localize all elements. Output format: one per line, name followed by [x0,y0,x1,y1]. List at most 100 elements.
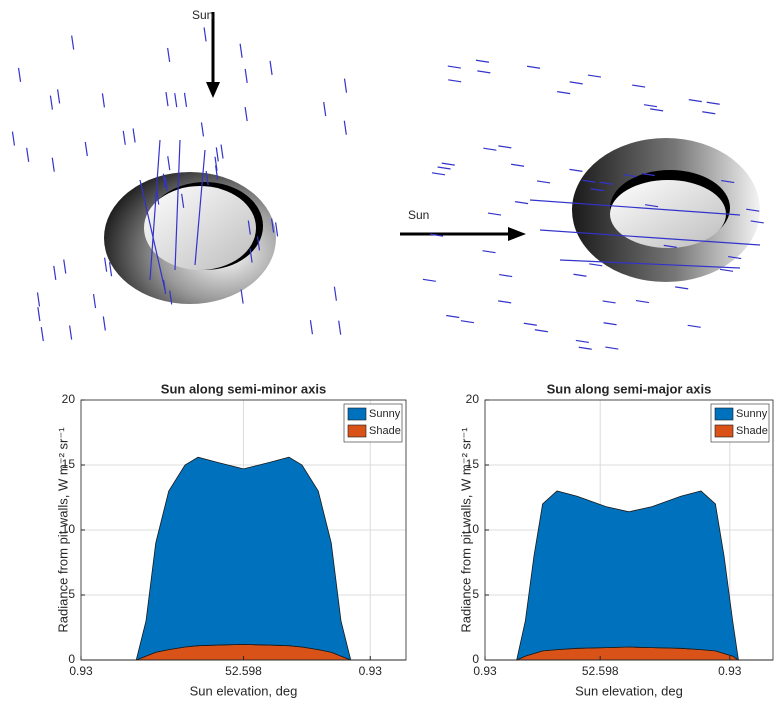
y-tick-label: 5 [472,587,479,601]
ray [514,201,529,205]
chart-title: Sun along semi-minor axis [161,381,326,396]
ray [36,292,41,307]
ray [675,286,689,290]
x-tick-label: 0.93 [718,664,742,678]
y-tick-label: 20 [62,392,76,406]
ray [84,141,88,157]
ray [194,149,206,266]
y-tick-label: 20 [466,392,480,406]
ray [156,190,160,205]
arrow-head [206,82,220,98]
ray [569,168,583,172]
ray [53,265,57,280]
ray [37,307,41,322]
x-tick-label: 0.93 [359,664,383,678]
ray [590,188,604,192]
x-tick-label: 0.93 [69,664,93,678]
legend-swatch [347,407,367,421]
ray [721,179,735,184]
ray [635,299,650,304]
y-tick-label: 10 [466,522,480,536]
ray [589,263,603,267]
legend-label: Sunny [736,408,768,420]
ray [167,47,171,63]
ray [51,157,55,172]
ray [750,220,764,224]
ray [446,314,460,319]
ray [460,320,474,324]
ray [256,236,261,251]
ray [498,145,512,149]
x-tick-label: 52.598 [225,664,262,678]
ray [200,122,205,137]
ray [269,60,273,75]
ray [728,256,742,260]
ray [63,259,67,274]
ray [309,320,314,335]
ray [69,325,73,340]
ray [719,268,734,272]
legend-label: Sunny [369,408,401,420]
ray [605,346,619,350]
ray [183,92,188,107]
ray [343,78,348,93]
ray [40,326,44,342]
ray [511,163,525,167]
ray [122,130,126,145]
ray [247,220,251,235]
ray [599,181,613,185]
chart-title: Sun along semi-major axis [547,381,712,396]
ray [602,300,616,304]
ray [498,300,512,304]
ray [578,346,592,350]
y-tick-label: 10 [62,522,76,536]
y-axis-label: Radiance from pit walls, W m⁻² sr⁻¹ [55,427,70,633]
x-tick-label: 0.93 [473,664,497,678]
ray [688,99,702,103]
ray [539,229,761,246]
ray [240,289,244,304]
ray [643,104,658,108]
ray [338,320,342,335]
ray [422,278,436,282]
y-tick-label: 15 [466,457,480,471]
ray [632,84,646,88]
ray [559,259,741,269]
y-axis-label: Radiance from pit walls, W m⁻² sr⁻¹ [458,427,473,633]
ray [92,293,97,309]
ray [431,172,446,176]
ray [529,199,741,216]
ray [641,172,655,177]
ray [239,43,243,58]
ray [603,322,617,326]
ray [487,212,502,216]
ray [169,290,173,305]
ray [475,59,490,63]
ray [102,316,106,331]
ray [706,101,720,105]
ray [167,156,171,171]
ray [429,233,444,237]
area [485,490,773,661]
ray [687,324,701,328]
legend-label: Shade [736,425,768,437]
ray [499,273,513,278]
ray [101,93,106,108]
ray [746,208,760,212]
ray [244,68,248,84]
area [81,456,406,661]
ray [215,165,219,180]
ray [333,286,337,301]
ray [482,250,496,254]
ray [220,144,224,159]
x-axis-label: Sun elevation, deg [575,683,683,698]
ray [57,89,61,104]
ray [108,262,113,277]
ray [526,65,541,69]
ray [164,176,168,192]
arrow-head [508,227,526,241]
ray [249,248,253,263]
ray [174,139,181,271]
ray [174,93,178,108]
ray [702,111,716,115]
